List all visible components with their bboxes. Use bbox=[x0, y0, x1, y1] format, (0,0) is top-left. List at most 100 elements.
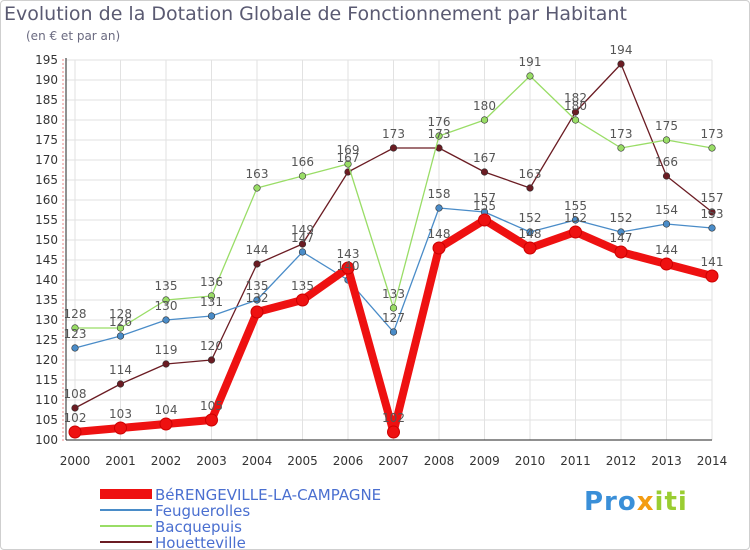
legend-label: BéRENGEVILLE-LA-CAMPAGNE bbox=[155, 486, 381, 504]
y-tick-label: 130 bbox=[35, 313, 58, 327]
x-tick-label: 2009 bbox=[469, 454, 500, 468]
data-point bbox=[571, 116, 580, 124]
data-label: 147 bbox=[291, 231, 314, 245]
data-point bbox=[662, 220, 671, 228]
data-label: 104 bbox=[155, 403, 178, 417]
data-label: 180 bbox=[473, 99, 496, 113]
data-point bbox=[571, 216, 580, 224]
data-label: 155 bbox=[564, 199, 587, 213]
y-tick-label: 100 bbox=[35, 433, 58, 447]
data-point bbox=[708, 144, 716, 152]
y-tick-label: 160 bbox=[35, 193, 58, 207]
x-tick-label: 2014 bbox=[697, 454, 728, 468]
data-label: 163 bbox=[246, 167, 269, 181]
data-point bbox=[705, 269, 719, 283]
series-layer bbox=[68, 60, 719, 439]
data-point bbox=[296, 293, 309, 307]
legend-label: Feuguerolles bbox=[155, 502, 250, 520]
y-tick-label: 135 bbox=[35, 293, 58, 307]
x-tick-label: 2003 bbox=[196, 454, 227, 468]
x-tick-label: 2004 bbox=[242, 454, 273, 468]
data-label: 166 bbox=[655, 155, 678, 169]
data-label: 167 bbox=[337, 151, 360, 165]
data-label: 176 bbox=[428, 115, 451, 129]
data-label: 182 bbox=[564, 91, 587, 105]
chart-title: Evolution de la Dotation Globale de Fonc… bbox=[4, 3, 627, 25]
data-label: 157 bbox=[701, 191, 724, 205]
data-point bbox=[205, 413, 218, 427]
data-label: 152 bbox=[519, 211, 542, 225]
data-label: 141 bbox=[701, 255, 724, 269]
x-tick-label: 2005 bbox=[287, 454, 318, 468]
y-tick-label: 195 bbox=[35, 53, 58, 67]
data-point bbox=[116, 380, 125, 388]
data-point bbox=[253, 296, 261, 304]
x-tick-label: 2001 bbox=[105, 454, 136, 468]
data-point bbox=[708, 224, 716, 232]
legend-label: Houetteville bbox=[155, 534, 246, 550]
data-point bbox=[68, 425, 82, 439]
data-labels: 108 114 119 120 144 149 167 173 173 167 163 182 194 1… bbox=[64, 43, 724, 425]
data-label: 167 bbox=[473, 151, 496, 165]
data-label: 135 bbox=[155, 279, 178, 293]
data-label: 105 bbox=[200, 399, 223, 413]
x-tick-label: 2010 bbox=[515, 454, 546, 468]
y-tick-label: 170 bbox=[35, 153, 58, 167]
data-label: 102 bbox=[382, 411, 405, 425]
data-label: 169 bbox=[337, 143, 360, 157]
data-label: 102 bbox=[64, 411, 87, 425]
data-label: 163 bbox=[519, 167, 542, 181]
data-label: 127 bbox=[382, 311, 405, 325]
data-label: 173 bbox=[428, 127, 451, 141]
axes: 100 105 110 115 120 125 130 135 140 145 150 155 160 1… bbox=[35, 53, 727, 468]
data-point bbox=[298, 248, 307, 256]
data-point bbox=[662, 172, 671, 180]
data-label: 175 bbox=[655, 119, 678, 133]
data-label: 157 bbox=[473, 191, 496, 205]
data-label: 103 bbox=[109, 407, 132, 421]
data-point bbox=[480, 116, 489, 124]
data-label: 120 bbox=[200, 339, 223, 353]
data-point bbox=[207, 292, 216, 300]
chart-subtitle: (en € et par an) bbox=[26, 29, 121, 43]
data-label: 132 bbox=[246, 291, 269, 305]
data-label: 148 bbox=[428, 227, 451, 241]
x-tick-label: 2007 bbox=[378, 454, 409, 468]
data-label: 114 bbox=[109, 363, 132, 377]
data-point bbox=[71, 404, 79, 412]
data-point bbox=[71, 344, 79, 352]
data-point bbox=[569, 225, 582, 239]
data-point bbox=[435, 204, 443, 212]
data-label: 152 bbox=[610, 211, 633, 225]
data-label: 173 bbox=[610, 127, 633, 141]
data-point bbox=[387, 425, 400, 439]
x-tick-label: 2002 bbox=[151, 454, 182, 468]
data-point bbox=[159, 417, 173, 431]
y-tick-label: 120 bbox=[35, 353, 58, 367]
y-tick-label: 145 bbox=[35, 253, 58, 267]
data-point bbox=[526, 72, 534, 80]
data-label: 136 bbox=[200, 275, 223, 289]
y-tick-label: 180 bbox=[35, 113, 58, 127]
y-tick-label: 125 bbox=[35, 333, 58, 347]
data-label: 173 bbox=[382, 127, 405, 141]
data-label: 153 bbox=[701, 207, 724, 221]
data-point bbox=[708, 208, 716, 216]
data-label: 128 bbox=[64, 307, 87, 321]
data-label: 126 bbox=[109, 315, 132, 329]
x-tick-label: 2008 bbox=[424, 454, 455, 468]
y-tick-label: 190 bbox=[35, 73, 58, 87]
data-point bbox=[298, 240, 307, 248]
y-tick-label: 185 bbox=[35, 93, 58, 107]
data-point bbox=[526, 228, 534, 236]
data-label: 152 bbox=[564, 211, 587, 225]
x-tick-label: 2000 bbox=[60, 454, 91, 468]
x-tick-label: 2013 bbox=[651, 454, 682, 468]
data-point bbox=[162, 316, 170, 324]
data-point bbox=[617, 144, 625, 152]
data-label: 131 bbox=[200, 295, 223, 309]
data-point bbox=[662, 136, 671, 144]
y-tick-label: 140 bbox=[35, 273, 58, 287]
